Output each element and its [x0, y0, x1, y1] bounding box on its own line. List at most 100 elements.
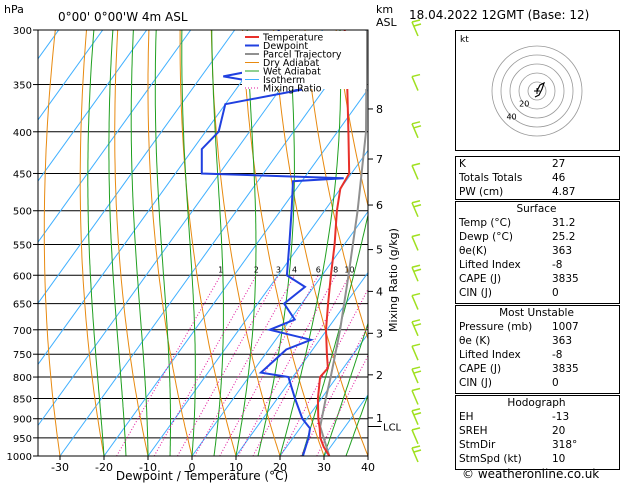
isotherm-line [59, 30, 368, 456]
isotherm-line [38, 30, 236, 305]
hodograph-indices: Hodograph EH -13 SREH 20 StmDir 318° StmSpd… [455, 396, 618, 466]
index-row-totals: Totals Totals 46 [459, 172, 566, 184]
wind-barb-flag [411, 73, 421, 78]
dry-adiabat-line [335, 30, 368, 208]
height-tick-label: 8 [376, 103, 383, 116]
wind-barb-staff [411, 429, 419, 445]
dry-adiabat-line [43, 30, 61, 456]
mixing-ratio-line [280, 288, 368, 456]
axes: 3003504004505005506006507007508008509009… [7, 26, 402, 474]
mu-row: Pressure (mb) 1007 [459, 321, 579, 333]
isotherm-line [38, 30, 324, 427]
isotherm-line [38, 30, 104, 121]
background-lines: 1 2 3 4 6 8 10 15 20 25 [38, 30, 380, 456]
temperature-tick-label: -20 [95, 461, 113, 474]
wind-barb-staff [411, 266, 419, 282]
wind-barb-staff [411, 202, 419, 218]
pressure-tick-label: 450 [13, 169, 32, 180]
dewpoint-line [200, 30, 344, 456]
wind-barb-staff [411, 345, 419, 361]
dry-adiabat-line [273, 30, 368, 456]
mu-row: θe (K) 363 [459, 335, 573, 347]
legend-entry: Parcel Trajectory [263, 50, 342, 61]
wind-barb-staff [411, 21, 419, 37]
height-tick-label: 5 [376, 244, 383, 257]
legend-entry: Mixing Ratio [263, 84, 322, 95]
wind-barb-staff [411, 390, 419, 405]
wet-adiabat-line [257, 30, 295, 456]
pressure-tick-label: 900 [13, 415, 32, 426]
x-axis-label: Dewpoint / Temperature (°C) [116, 469, 288, 483]
height-tick-label: 6 [376, 199, 383, 212]
hodo-row: StmSpd (kt) 10 [459, 453, 566, 465]
wind-barb-flag [411, 264, 421, 268]
wind-barb-staff [411, 447, 419, 463]
pressure-tick-label: 850 [13, 394, 32, 405]
surface-row: CAPE (J) 3835 [459, 273, 579, 285]
wind-barb-flag [411, 407, 421, 412]
wind-barb-flag [413, 23, 422, 27]
height-tick-label: 3 [376, 327, 383, 340]
wind-barb-flag [411, 121, 421, 125]
height-tick-label: 7 [376, 153, 383, 166]
pressure-tick-label: 1000 [7, 452, 32, 463]
isotherm-line [191, 210, 368, 456]
wind-barb-flag [411, 387, 421, 392]
mixing-ratio-label: 15 [370, 265, 380, 274]
hodograph-ring-label: 40 [506, 112, 516, 121]
wind-barb-flag [413, 411, 422, 416]
wind-barb-flag [413, 268, 422, 272]
dry-adiabat-line [114, 30, 149, 456]
most-unstable-indices: Most Unstable Pressure (mb) 1007 θe (K) 36… [455, 306, 618, 390]
parcel-trajectory-line [319, 30, 368, 456]
temperature-tick-label: 30 [317, 461, 331, 474]
surface-row: Temp (°C) 31.2 [459, 217, 576, 229]
isotherm-line [103, 88, 368, 456]
wind-barb-staff [411, 321, 419, 337]
isotherm-line [38, 30, 280, 366]
most-unstable-title: Most Unstable [499, 307, 574, 319]
pressure-tick-label: 700 [13, 326, 32, 337]
wind-barb-flag [411, 319, 421, 323]
mixing-ratio-line [116, 275, 222, 456]
hodo-row: EH -13 [459, 411, 570, 423]
surface-indices: Surface Temp (°C) 31.2 Dewp (°C) 25.2 θe(K… [455, 202, 618, 300]
pressure-tick-label: 950 [13, 434, 32, 445]
wet-adiabat-line [279, 30, 342, 456]
mixing-ratio-label: 2 [254, 265, 259, 274]
wind-barb-staff [411, 165, 419, 180]
location-label: 0°00' 0°00'W 4m ASL [58, 10, 188, 24]
wind-barb-staff [411, 410, 419, 426]
mixing-ratio-label: 1 [218, 265, 223, 274]
legend-entry: Dry Adiabat [263, 58, 320, 69]
legend-entry: Dewpoint [263, 41, 308, 52]
wind-barb-flag [411, 366, 421, 370]
height-unit: km [376, 3, 393, 16]
hodo-row: SREH 20 [459, 425, 566, 437]
hodograph-ring-label: 20 [519, 100, 529, 109]
mixing-ratio-label: 8 [333, 265, 338, 274]
wind-barb-flag [411, 343, 421, 347]
isotherm-line [279, 332, 368, 456]
legend-box [242, 31, 366, 89]
temperature-tick-label: 40 [361, 461, 375, 474]
wet-adiabat-line [301, 212, 368, 456]
surface-row: θe(K) 363 [459, 245, 573, 257]
mu-row: CIN (J) 0 [459, 377, 559, 389]
isotherm-line [235, 271, 368, 456]
wind-barb-flag [413, 449, 422, 453]
temperature-tick-label: -30 [51, 461, 69, 474]
wind-barb-flag [411, 19, 421, 23]
pressure-tick-label: 400 [13, 128, 32, 139]
legend-entry: Wet Adiabat [263, 67, 321, 78]
wind-barb-flag [413, 204, 422, 208]
isotherm-line [147, 149, 368, 456]
hodograph-ring [518, 72, 556, 110]
wind-barb-staff [411, 123, 419, 139]
pressure-unit: hPa [4, 3, 24, 16]
wet-adiabat-line [323, 321, 368, 456]
surface-row: Dewp (°C) 25.2 [459, 231, 576, 243]
indices-box [455, 156, 620, 200]
